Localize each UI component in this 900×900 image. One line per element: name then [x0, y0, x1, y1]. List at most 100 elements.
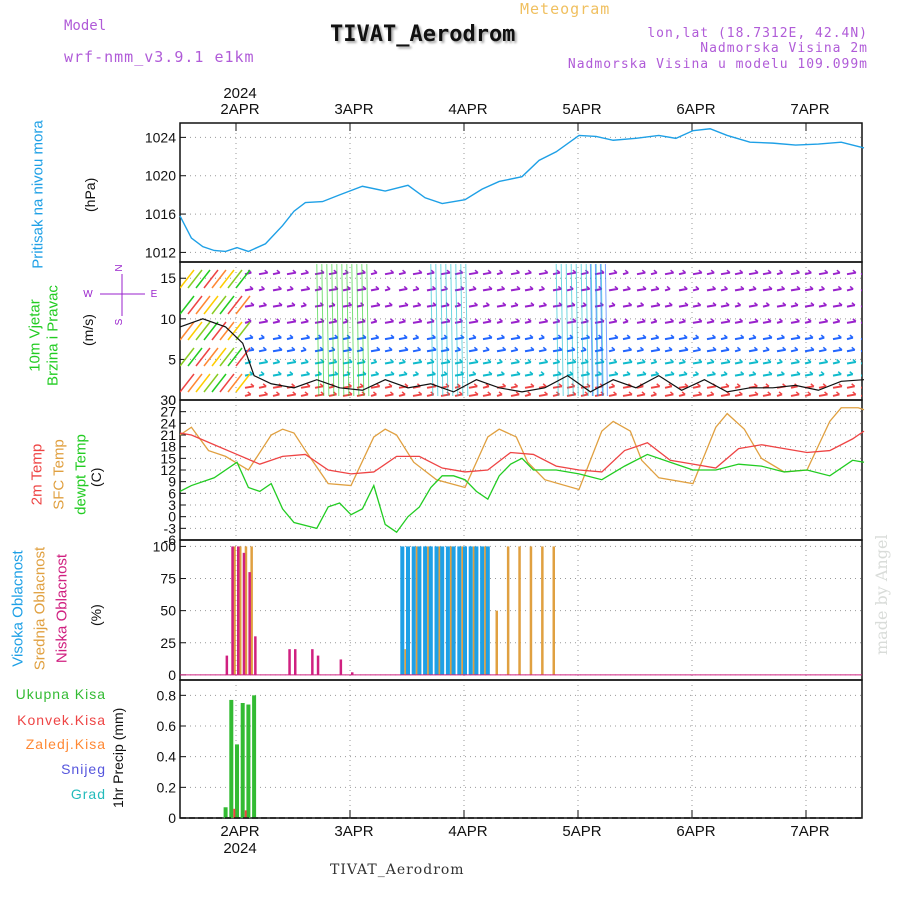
wind-arrow: [524, 361, 532, 365]
x-bottom-tick-label: 2APR: [220, 823, 259, 840]
wind-arrow: [300, 287, 310, 292]
wind-shift-band: [555, 263, 559, 397]
x-top-tick-label: 5APR: [562, 101, 601, 118]
wind-arrow: [384, 348, 393, 353]
wind-arrow-head: [472, 371, 477, 375]
wind-arrow-head: [402, 269, 407, 274]
wind-arrow-strong: [203, 295, 219, 315]
wind-shift-band: [336, 263, 340, 397]
wind-arrow: [692, 385, 701, 389]
wind-arrow-head: [403, 371, 408, 375]
wind-arrow-head: [726, 269, 731, 274]
wind-arrow: [748, 320, 759, 324]
wind-arrow-head: [418, 269, 423, 274]
wind-arrow: [454, 304, 461, 308]
wind-arrow: [776, 361, 783, 365]
y-tick-label: 50: [160, 603, 176, 619]
wind-arrow-head: [653, 318, 658, 322]
wind-arrow: [748, 373, 756, 377]
wind-arrow-head: [417, 346, 422, 351]
wind-arrow: [510, 373, 521, 377]
wind-arrow-head: [485, 346, 490, 351]
wind-arrow: [832, 336, 842, 341]
wind-arrow-head: [852, 269, 857, 274]
x-top-tick-label: 2APR: [220, 101, 259, 118]
wind-shift-band: [585, 263, 589, 397]
wind-arrow-head: [639, 346, 644, 351]
wind-arrow-head: [529, 285, 534, 290]
wind-arrow-strong: [187, 269, 203, 289]
wind-arrow: [804, 361, 812, 365]
wind-arrow: [258, 393, 268, 397]
wind-arrow: [608, 393, 617, 397]
meteogram-label: Meteogram: [520, 0, 611, 18]
wind-arrow-head: [319, 383, 324, 387]
wind-arrow-head: [291, 302, 296, 306]
x-top-tick-label: 3APR: [334, 101, 373, 118]
wind-arrow: [482, 385, 490, 389]
wind-arrow-head: [670, 371, 675, 375]
wind-arrow: [272, 373, 282, 377]
wind-arrow: [846, 287, 854, 292]
wind-arrow: [496, 361, 503, 365]
wind-arrow-head: [863, 303, 866, 306]
wind-arrow: [244, 393, 252, 397]
wind-arrow-head: [725, 302, 730, 306]
wind-arrow-head: [712, 302, 717, 306]
wind-arrow: [818, 304, 827, 308]
wind-arrow-head: [376, 346, 381, 351]
wind-arrow: [608, 336, 618, 341]
wind-arrow-head: [779, 269, 784, 274]
wind-arrow-head: [740, 285, 745, 290]
wind-arrow: [342, 360, 353, 365]
wind-arrow-head: [683, 334, 688, 339]
wind-arrow-head: [432, 346, 437, 351]
wind-arrow-strong: [187, 295, 203, 315]
wind-arrow: [608, 287, 619, 292]
wind-arrow: [272, 271, 281, 276]
y-tick-label: 100: [153, 538, 177, 554]
wind-arrow: [650, 271, 658, 276]
station-elevation-info: Nadmorska Visina 2m: [700, 41, 868, 56]
wind-arrow-head: [488, 371, 493, 375]
wind-arrow-head: [614, 334, 619, 339]
wind-arrow-head: [723, 334, 728, 339]
cloud-bar: [468, 546, 473, 675]
wind-arrow: [622, 393, 633, 397]
wind-arrow-head: [514, 383, 519, 387]
wind-shift-band: [599, 263, 603, 397]
wind-arrow: [384, 320, 394, 324]
wind-arrow-head: [529, 334, 534, 339]
wind-arrow-head: [348, 302, 353, 306]
wind-arrow-head: [754, 269, 759, 274]
wind-arrow: [622, 348, 632, 353]
wind-arrow: [762, 360, 772, 365]
cloud-bar: [480, 546, 485, 675]
precip-bar-convective: [233, 808, 236, 818]
cloud-bar: [484, 546, 487, 675]
y-tick-label: -6: [164, 532, 177, 548]
wind-arrow-head: [641, 358, 646, 363]
wind-arrow: [272, 348, 283, 353]
wind-arrow: [678, 287, 688, 292]
model-label: Model: [64, 18, 107, 34]
wind-arrow: [692, 336, 699, 341]
wind-arrow-head: [542, 346, 547, 351]
wind-arrow: [748, 348, 758, 353]
wind-arrow: [664, 348, 673, 353]
wind-arrow-head: [260, 285, 265, 290]
wind-arrow-strong: [219, 347, 235, 367]
wind-arrow: [356, 385, 364, 389]
wind-arrow-head: [516, 334, 521, 339]
wind-arrow-head: [642, 285, 647, 290]
wind-arrow-head: [807, 269, 812, 274]
wind-arrow: [636, 373, 647, 377]
wind-arrow-head: [304, 358, 309, 363]
wind-arrow: [426, 320, 435, 324]
wind-shift-band: [460, 263, 464, 397]
wind-arrow: [496, 348, 506, 353]
cloud-bar: [451, 546, 456, 675]
wind-arrow: [482, 304, 490, 308]
wind-arrow-head: [681, 358, 686, 363]
wind-arrow: [566, 360, 576, 365]
